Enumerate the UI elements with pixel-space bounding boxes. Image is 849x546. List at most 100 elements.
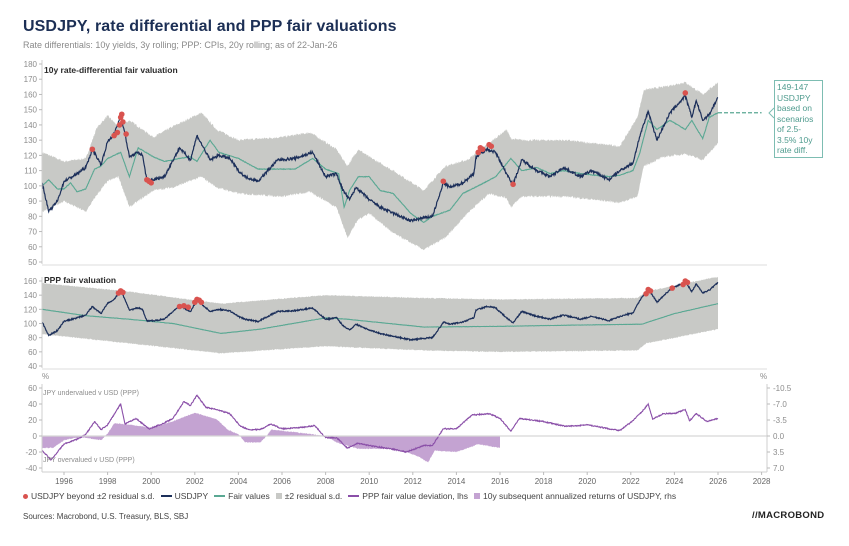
x-tick-label: 2000 bbox=[142, 477, 160, 486]
beyond-sd-point bbox=[510, 181, 516, 188]
legend-label: 10y subsequent annualized returns of USD… bbox=[482, 491, 677, 501]
y-tick-label: -40 bbox=[25, 464, 37, 473]
beyond-sd-point bbox=[176, 303, 183, 310]
right-y-tick-label: -7.0 bbox=[773, 400, 787, 409]
logo-mark-icon: // bbox=[752, 510, 758, 521]
legend-item: Fair values bbox=[214, 491, 270, 501]
beyond-sd-point bbox=[475, 149, 482, 156]
legend-dot-icon bbox=[23, 493, 28, 499]
legend-line-icon bbox=[214, 495, 226, 497]
x-tick-label: 1996 bbox=[55, 477, 73, 486]
beyond-sd-point bbox=[120, 119, 126, 125]
y-tick-label: 150 bbox=[24, 106, 38, 115]
y-tick-label: 50 bbox=[28, 258, 37, 267]
usdjpy-line bbox=[41, 95, 719, 223]
x-tick-label: 2020 bbox=[578, 477, 596, 486]
beyond-sd-point bbox=[682, 90, 689, 96]
beyond-sd-point bbox=[148, 180, 154, 186]
y-tick-label: 170 bbox=[24, 75, 38, 84]
legend-item: ±2 residual s.d. bbox=[275, 491, 343, 501]
right-axis-unit: % bbox=[760, 372, 767, 381]
right-y-tick-label: 3.5 bbox=[773, 448, 785, 457]
usdjpy-line bbox=[41, 281, 719, 342]
right-y-tick-label: -3.5 bbox=[773, 416, 787, 425]
y-tick-label: 80 bbox=[28, 334, 37, 343]
legend-item: PPP fair value deviation, lhs bbox=[348, 491, 468, 501]
x-tick-label: 2012 bbox=[404, 477, 422, 486]
x-tick-label: 1998 bbox=[99, 477, 117, 486]
y-tick-label: 180 bbox=[24, 60, 38, 69]
x-tick-label: 2024 bbox=[666, 477, 684, 486]
legend-item: 10y subsequent annualized returns of USD… bbox=[473, 491, 677, 501]
y-tick-label: 0 bbox=[33, 432, 38, 441]
legend-square-icon bbox=[275, 493, 282, 499]
right-y-tick-label: -10.5 bbox=[773, 384, 792, 393]
beyond-sd-point bbox=[488, 143, 495, 150]
beyond-sd-point bbox=[118, 111, 125, 118]
y-tick-label: -20 bbox=[25, 448, 37, 457]
chart-title: USDJPY, rate differential and PPP fair v… bbox=[23, 18, 397, 35]
beyond-sd-point bbox=[440, 178, 447, 185]
y-tick-label: 160 bbox=[24, 90, 38, 99]
legend-label: ±2 residual s.d. bbox=[284, 491, 343, 501]
right-y-tick-label: 0.0 bbox=[773, 432, 785, 441]
y-tick-label: 40 bbox=[28, 400, 37, 409]
note-undervalued: JPY undervalued v USD (PPP) bbox=[43, 390, 139, 397]
y-tick-label: 110 bbox=[24, 167, 37, 176]
y-tick-label: 100 bbox=[24, 320, 38, 329]
y-tick-label: 140 bbox=[24, 291, 38, 300]
beyond-sd-point bbox=[123, 131, 129, 137]
y-tick-label: 120 bbox=[24, 151, 38, 160]
beyond-sd-point bbox=[643, 290, 649, 297]
legend-line-icon bbox=[160, 495, 172, 497]
x-tick-label: 2010 bbox=[360, 477, 378, 486]
beyond-sd-point bbox=[89, 146, 96, 153]
annotation-pointer bbox=[768, 107, 775, 119]
axes-layer: 50 60 70 80 90 100 110 120 130 140 150 160 170 180 40 6… bbox=[24, 60, 792, 486]
y-tick-label: 40 bbox=[28, 362, 37, 371]
panel-title-ppp: PPP fair valuation bbox=[44, 275, 116, 285]
y-tick-label: 20 bbox=[28, 416, 37, 425]
bands-layer bbox=[42, 81, 718, 463]
y-tick-label: 80 bbox=[28, 212, 37, 221]
residual-band-area bbox=[42, 81, 718, 251]
beyond-sd-point bbox=[669, 285, 676, 291]
beyond-sd-point bbox=[198, 299, 205, 306]
fair-value-line bbox=[41, 112, 719, 224]
y-tick-label: 90 bbox=[28, 197, 37, 206]
x-tick-label: 2018 bbox=[535, 477, 553, 486]
legend-label: PPP fair value deviation, lhs bbox=[362, 491, 468, 501]
beyond-sd-point bbox=[181, 302, 187, 309]
y-tick-label: 120 bbox=[24, 305, 38, 314]
beyond-sd-point bbox=[185, 304, 192, 311]
y-tick-label: 60 bbox=[28, 243, 37, 252]
y-tick-label: 100 bbox=[24, 182, 38, 191]
x-tick-label: 2022 bbox=[622, 477, 640, 486]
y-tick-label: 140 bbox=[24, 121, 38, 130]
legend-square-icon bbox=[473, 493, 480, 499]
macrobond-logo: //MACROBOND bbox=[752, 510, 824, 521]
y-tick-label: 70 bbox=[28, 228, 37, 237]
logo-text: MACROBOND bbox=[757, 510, 825, 521]
legend: USDJPY beyond ±2 residual s.d. USDJPY Fair… bbox=[23, 491, 676, 501]
y-tick-label: 160 bbox=[24, 277, 38, 286]
x-tick-label: 2008 bbox=[317, 477, 335, 486]
y-tick-label: 130 bbox=[24, 136, 38, 145]
x-tick-label: 2004 bbox=[230, 477, 248, 486]
x-tick-label: 2006 bbox=[273, 477, 291, 486]
x-tick-label: 2002 bbox=[186, 477, 204, 486]
legend-item: USDJPY bbox=[160, 491, 208, 501]
x-tick-label: 2028 bbox=[753, 477, 771, 486]
legend-label: USDJPY beyond ±2 residual s.d. bbox=[31, 491, 155, 501]
y-tick-label: 60 bbox=[28, 348, 37, 357]
legend-label: Fair values bbox=[228, 491, 270, 501]
beyond-sd-point bbox=[684, 279, 691, 286]
x-tick-label: 2026 bbox=[709, 477, 727, 486]
panel-title-rate: 10y rate-differential fair valuation bbox=[44, 65, 178, 75]
scenario-annotation: 149-147 USDJPY based on scenarios of 2.5… bbox=[774, 80, 823, 158]
legend-line-icon bbox=[348, 495, 360, 497]
left-axis-unit: % bbox=[42, 372, 49, 381]
beyond-sd-point bbox=[479, 146, 486, 153]
residual-band-area bbox=[42, 276, 718, 354]
legend-item: USDJPY beyond ±2 residual s.d. bbox=[23, 491, 155, 501]
